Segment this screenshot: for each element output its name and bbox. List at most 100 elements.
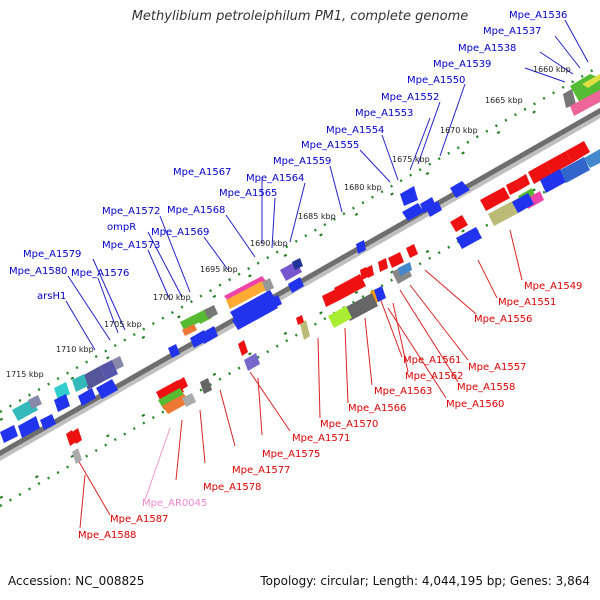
gene-arrow bbox=[230, 290, 276, 322]
gene-label: Mpe_A1553 bbox=[355, 108, 413, 119]
gene-arrow bbox=[204, 305, 218, 319]
gene-arrow bbox=[402, 203, 424, 221]
gene-label: Mpe_A1572 bbox=[102, 206, 160, 217]
gene-arrow bbox=[182, 393, 196, 407]
gene-arrow bbox=[72, 448, 82, 464]
gene-label: Mpe_A1551 bbox=[498, 297, 556, 308]
gene-arrow bbox=[582, 74, 600, 88]
gene-arrow bbox=[456, 227, 482, 249]
gene-label: Mpe_A1580 bbox=[9, 266, 67, 277]
tick-label: 1700 kbp bbox=[153, 293, 191, 302]
gene-arrow bbox=[0, 425, 18, 443]
gene-arrow bbox=[226, 281, 266, 309]
gene-label: Mpe_A1578 bbox=[203, 482, 261, 493]
gene-label: Mpe_A1557 bbox=[468, 362, 526, 373]
tick-label: 1705 kbp bbox=[104, 320, 142, 329]
tick-label: 1695 kbp bbox=[200, 265, 238, 274]
gene-arrow bbox=[512, 193, 534, 213]
forward-track-line bbox=[0, 64, 600, 414]
gene-label: Mpe_A1567 bbox=[173, 167, 231, 178]
accession-text: Accession: NC_008825 bbox=[8, 574, 145, 588]
gene-label: Mpe_A1552 bbox=[381, 92, 439, 103]
gene-label: Mpe_A1587 bbox=[110, 514, 168, 525]
gene-arrow bbox=[398, 262, 412, 276]
gene-label: Mpe_A1571 bbox=[292, 433, 350, 444]
gene-label: Mpe_A1537 bbox=[483, 26, 541, 37]
gene-arrow bbox=[450, 181, 470, 198]
gene-arrow bbox=[182, 324, 197, 336]
tick-label: 1670 kbp bbox=[440, 126, 478, 135]
gene-arrow bbox=[506, 180, 520, 195]
tick-label: 1690 kbp bbox=[250, 239, 288, 248]
gene-label: Mpe_A1564 bbox=[246, 173, 304, 184]
gene-label: Mpe_A1539 bbox=[433, 59, 491, 70]
gene-label: Mpe_A1563 bbox=[374, 386, 432, 397]
gene-arrow bbox=[570, 90, 600, 116]
gene-arrow bbox=[54, 394, 70, 412]
gene-label: Mpe_A1576 bbox=[71, 268, 129, 279]
gene-arrow bbox=[72, 428, 82, 444]
gene-label: Mpe_A1536 bbox=[509, 10, 567, 21]
gene-arrow bbox=[168, 344, 180, 358]
gene-arrow bbox=[268, 295, 282, 309]
rna-gene-label: Mpe_AR0045 bbox=[142, 498, 207, 509]
gene-label: Mpe_A1562 bbox=[405, 371, 463, 382]
gene-arrow bbox=[100, 360, 118, 380]
gene-arrow bbox=[40, 414, 56, 430]
gene-arrow bbox=[528, 162, 552, 184]
gene-label: Mpe_A1577 bbox=[232, 465, 290, 476]
gene-label: Mpe_A1558 bbox=[457, 382, 515, 393]
gene-arrow bbox=[560, 157, 590, 183]
gene-arrow bbox=[288, 277, 304, 293]
gene-arrow bbox=[322, 289, 340, 307]
gene-label: Mpe_A1588 bbox=[78, 530, 136, 541]
gene-arrow bbox=[296, 315, 304, 325]
reverse-gene-labels: Mpe_A1549 Mpe_A1551 Mpe_A1556 Mpe_A1557 … bbox=[78, 281, 582, 541]
gene-label: ompR bbox=[107, 222, 136, 233]
gene-arrow bbox=[96, 379, 118, 399]
gene-arrow bbox=[262, 278, 274, 292]
gene-arrow bbox=[584, 149, 600, 168]
tick-label: 1675 kbp bbox=[392, 155, 430, 164]
tick-label: 1660 kbp bbox=[533, 65, 571, 74]
scale-labels: 1660 kbp 1665 kbp 1670 kbp 1675 kbp 1680… bbox=[6, 65, 571, 379]
gene-arrow bbox=[328, 306, 352, 328]
gene-arrow bbox=[426, 201, 442, 217]
gene-arrow bbox=[420, 197, 436, 213]
gene-label: Mpe_A1568 bbox=[167, 205, 225, 216]
gene-label: Mpe_A1560 bbox=[446, 399, 504, 410]
forward-leaders bbox=[65, 19, 589, 351]
forward-gene-labels: Mpe_A1536 Mpe_A1537 Mpe_A1538 Mpe_A1539 … bbox=[9, 10, 567, 302]
gene-label: Mpe_A1549 bbox=[524, 281, 582, 292]
gene-arrow bbox=[450, 215, 468, 232]
gene-arrow bbox=[366, 265, 374, 278]
gene-arrow bbox=[360, 267, 368, 280]
gene-arrow bbox=[378, 258, 388, 272]
gene-arrow bbox=[232, 298, 278, 330]
tick-label: 1685 kbp bbox=[298, 212, 336, 221]
tick-label: 1715 kbp bbox=[6, 370, 44, 379]
genome-summary-text: Topology: circular; Length: 4,044,195 bp… bbox=[260, 574, 590, 588]
gene-arrow bbox=[566, 141, 590, 163]
gene-arrow bbox=[244, 353, 260, 371]
gene-arrow bbox=[78, 388, 96, 406]
gene-arrow bbox=[18, 416, 40, 438]
reverse-leaders-low bbox=[77, 459, 111, 529]
map-title: Methylibium petroleiphilum PM1, complete… bbox=[131, 9, 469, 24]
gene-label: Mpe_A1565 bbox=[219, 188, 277, 199]
gene-label: Mpe_A1579 bbox=[23, 249, 81, 260]
gene-label: arsH1 bbox=[37, 291, 66, 302]
gene-arrow bbox=[200, 326, 218, 344]
tick-label: 1710 kbp bbox=[56, 345, 94, 354]
gene-arrow bbox=[374, 286, 386, 302]
gene-arrow bbox=[300, 320, 310, 340]
forward-genes bbox=[0, 74, 600, 443]
gene-arrow bbox=[344, 293, 378, 321]
gene-label: Mpe_A1569 bbox=[151, 227, 209, 238]
gene-label: Mpe_A1570 bbox=[320, 419, 378, 430]
gene-label: Mpe_A1566 bbox=[348, 403, 406, 414]
gene-label: Mpe_A1538 bbox=[458, 43, 516, 54]
gene-arrow bbox=[180, 314, 200, 330]
gene-label: Mpe_A1555 bbox=[301, 140, 359, 151]
